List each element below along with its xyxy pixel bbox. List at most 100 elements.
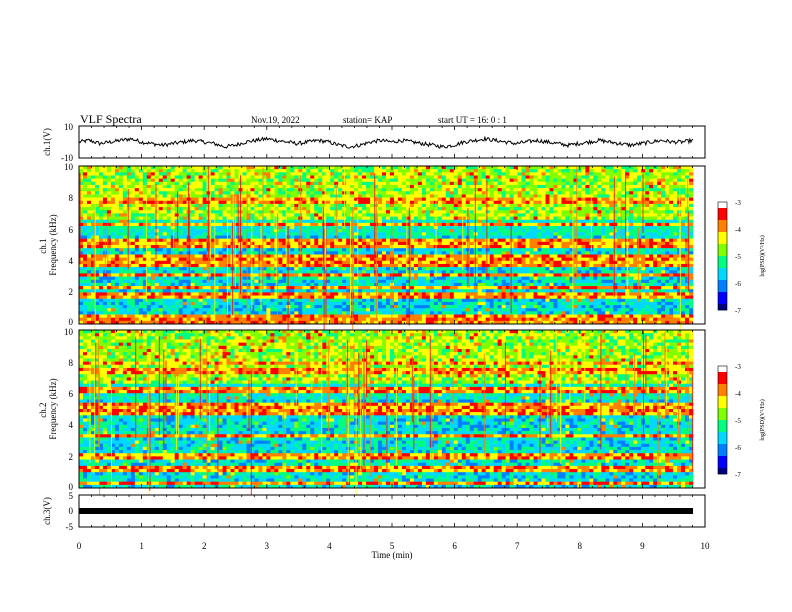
spectrogram-cell <box>194 229 199 233</box>
spectrogram-cell <box>130 184 136 189</box>
spectrogram-cell <box>645 213 650 217</box>
spectrogram-cell <box>138 229 144 233</box>
spectrogram-cell <box>242 178 247 183</box>
spectrogram-cell <box>322 203 327 208</box>
spectrogram-cell <box>150 251 156 255</box>
spectrogram-cell <box>605 254 610 258</box>
spectrogram-cell <box>401 219 407 224</box>
spectrogram-cell <box>174 203 179 208</box>
spectrogram-cell <box>302 175 307 179</box>
spectrogram-cell <box>286 184 291 189</box>
spectrogram-cell <box>198 235 203 239</box>
spectrogram-cell <box>509 245 514 249</box>
spectrogram-cell <box>98 172 104 176</box>
spectrogram-cell <box>565 226 570 230</box>
spectrogram-cell <box>525 248 530 252</box>
spectrogram-cell <box>621 251 626 255</box>
spectrogram-cell <box>625 166 630 170</box>
spectrogram-cell <box>689 200 694 205</box>
spectrogram-cell <box>429 194 435 198</box>
spectrogram-cell <box>222 251 227 255</box>
spectrogram-cell <box>318 229 323 233</box>
spectrogram-cell <box>653 248 658 252</box>
spectrogram-cell <box>645 200 650 205</box>
spectrogram-cell <box>609 191 614 195</box>
spectrogram-cell <box>493 219 498 224</box>
spectrogram-cell <box>549 222 554 227</box>
spectrogram-cell <box>565 210 570 214</box>
spectrogram-cell <box>182 254 187 258</box>
spectrogram-cell <box>649 197 654 202</box>
spectrogram-cell <box>461 188 467 192</box>
spectrogram-cell <box>242 213 247 217</box>
spectrogram-cell <box>122 210 128 214</box>
spectrogram-cell <box>573 188 578 192</box>
spectrogram-cell <box>477 226 482 230</box>
spectrogram-cell <box>90 254 96 258</box>
spectrogram-cell <box>378 203 383 208</box>
spectrogram-cell <box>669 245 674 249</box>
spectrogram-cell <box>533 178 538 183</box>
spectrogram-cell <box>533 238 538 243</box>
spectrogram-cell <box>421 226 427 230</box>
spectrogram-cell <box>489 181 494 186</box>
spectrogram-cell <box>142 263 148 268</box>
spectrogram-cell <box>150 172 156 176</box>
spectrogram-cell <box>86 172 92 176</box>
spectrogram-cell <box>190 245 195 249</box>
spectrogram-cell <box>501 207 506 211</box>
spectrogram-cell <box>545 222 550 227</box>
spectrogram-cell <box>417 216 423 221</box>
spectrogram-cell <box>278 188 283 192</box>
spectrogram-cell <box>346 207 351 211</box>
spectrogram-cell <box>170 254 175 258</box>
spectrogram-cell <box>170 172 175 176</box>
spectrogram-cell <box>326 263 331 268</box>
spectrogram-cell <box>154 226 160 230</box>
spectrogram-cell <box>437 241 443 246</box>
spectrogram-cell <box>477 191 482 195</box>
spectrogram-cell <box>382 169 387 173</box>
spectrogram-cell <box>386 166 391 170</box>
spectrogram-cell <box>573 207 578 211</box>
spectrogram-cell <box>537 178 542 183</box>
spectrogram-cell <box>126 200 132 205</box>
spectrogram-cell <box>182 178 187 183</box>
spectrogram-cell <box>338 245 343 249</box>
spectrogram-cell <box>465 188 471 192</box>
spectrogram-cell <box>629 210 634 214</box>
spectrogram-cell <box>593 263 598 268</box>
spectrogram-cell <box>445 200 451 205</box>
spectrogram-cell <box>182 172 187 176</box>
spectrogram-cell <box>517 178 522 183</box>
spectrogram-cell <box>629 178 634 183</box>
spectrogram-cell <box>138 248 144 252</box>
spectrogram-cell <box>645 194 650 198</box>
spectrogram-cell <box>326 219 331 224</box>
spectrogram-cell <box>561 181 566 186</box>
spectrogram-cell <box>202 181 207 186</box>
spectrogram-cell <box>521 191 526 195</box>
spectrogram-cell <box>537 248 542 252</box>
spectrogram-cell <box>449 166 455 170</box>
spectrogram-cell <box>401 210 407 214</box>
spectrogram-cell <box>382 257 387 262</box>
spectrogram-cell <box>449 200 455 205</box>
spectrogram-cell <box>537 197 542 202</box>
spectrogram-cell <box>202 169 207 173</box>
spectrogram-cell <box>605 213 610 217</box>
spectrogram-cell <box>330 216 335 221</box>
spectrogram-cell <box>453 232 459 236</box>
spectrogram-cell <box>358 210 363 214</box>
spectrogram-cell <box>378 181 383 186</box>
spectrogram-cell <box>545 169 550 173</box>
spectrogram-cell <box>397 200 403 205</box>
spectrogram-cell <box>114 184 120 189</box>
spectrogram-cell <box>166 194 171 198</box>
spectrogram-cell <box>86 241 92 246</box>
spectrogram-cell <box>266 175 271 179</box>
spectrogram-cell <box>334 245 339 249</box>
spectrogram-cell <box>413 213 419 217</box>
spectrogram-cell <box>102 207 108 211</box>
spectrogram-cell <box>194 169 199 173</box>
